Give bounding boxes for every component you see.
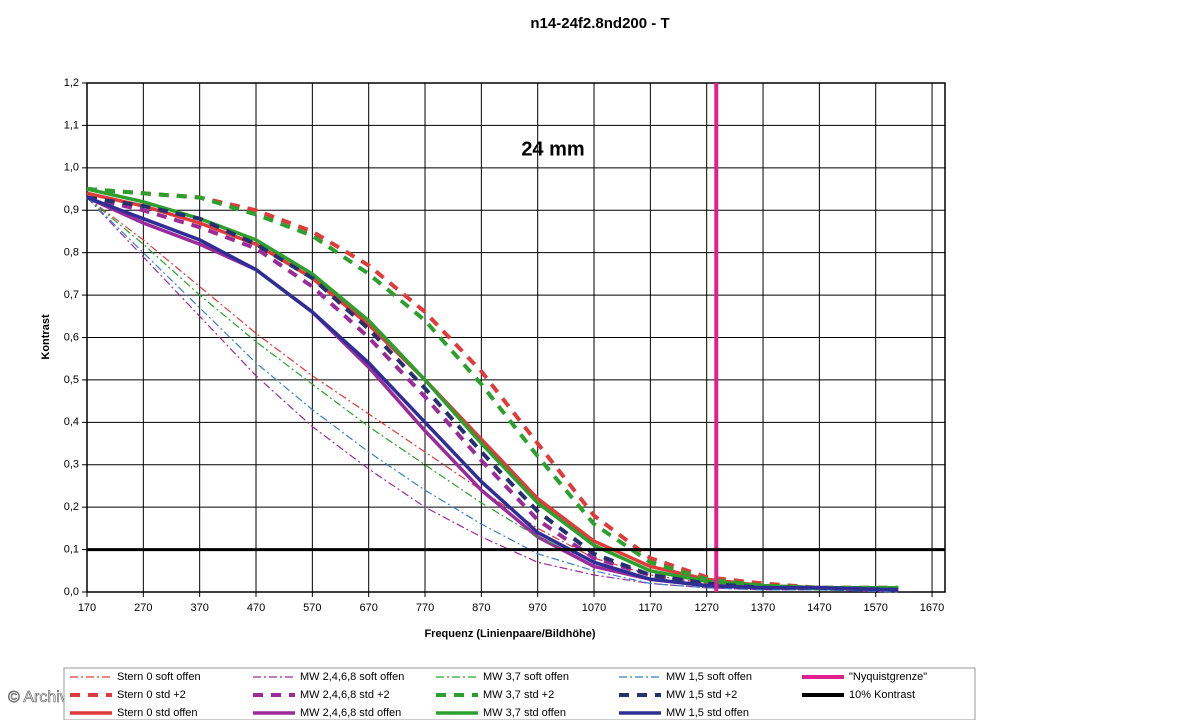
legend-label: MW 1,5 std +2 [666, 689, 737, 701]
legend-label: 10% Kontrast [849, 689, 915, 701]
y-tick-label: 0,6 [64, 331, 79, 343]
y-axis-label: Kontrast [40, 314, 52, 360]
series-line [86, 195, 899, 592]
legend-label: MW 1,5 soft offen [666, 671, 752, 683]
legend-label: MW 3,7 std +2 [483, 689, 554, 701]
x-tick-label: 1070 [582, 602, 606, 614]
chart-title: n14-24f2.8nd200 - T [530, 15, 669, 32]
series-line [86, 195, 899, 592]
legend-label: MW 2,4,6,8 std +2 [300, 689, 390, 701]
x-tick-label: 770 [416, 602, 434, 614]
legend-label: MW 2,4,6,8 soft offen [300, 671, 404, 683]
y-tick-label: 0,5 [64, 374, 79, 386]
series-line [86, 195, 899, 592]
x-tick-label: 670 [360, 602, 378, 614]
legend-label: Stern 0 std offen [117, 707, 198, 719]
legend-label: MW 2,4,6,8 std offen [300, 707, 401, 719]
legend-label: MW 1,5 std offen [666, 707, 749, 719]
x-tick-label: 1670 [920, 602, 944, 614]
annotation: 24 mm [521, 138, 584, 160]
y-tick-label: 0,1 [64, 543, 79, 555]
x-tick-label: 1170 [639, 602, 663, 614]
x-tick-label: 1270 [694, 602, 718, 614]
x-tick-label: 170 [78, 602, 96, 614]
x-tick-label: 470 [247, 602, 265, 614]
x-tick-label: 370 [190, 602, 208, 614]
y-tick-label: 1,2 [64, 77, 79, 89]
legend-label: MW 3,7 soft offen [483, 671, 569, 683]
y-tick-label: 0,0 [64, 586, 79, 598]
x-tick-label: 570 [303, 602, 321, 614]
series-line [86, 197, 899, 593]
x-tick-label: 270 [134, 602, 152, 614]
y-tick-label: 0,9 [64, 204, 79, 216]
legend-label: Stern 0 std +2 [117, 689, 186, 701]
watermark: © Archiv [8, 689, 68, 706]
y-tick-label: 0,8 [64, 247, 79, 259]
y-tick-label: 0,2 [64, 501, 79, 513]
legend-label: Stern 0 soft offen [117, 671, 201, 683]
x-tick-label: 1370 [751, 602, 775, 614]
plot-frame [86, 82, 946, 593]
series-line [86, 197, 899, 593]
legend-label: "Nyquistgrenze" [849, 671, 927, 683]
x-tick-label: 970 [529, 602, 547, 614]
x-tick-label: 1570 [863, 602, 887, 614]
series-line [86, 195, 899, 592]
x-tick-label: 1470 [807, 602, 831, 614]
series-line [86, 197, 899, 591]
series-line [86, 187, 899, 590]
series-line [86, 197, 899, 591]
y-tick-label: 1,0 [64, 162, 79, 174]
y-tick-label: 1,1 [64, 119, 79, 131]
legend-label: MW 3,7 std offen [483, 707, 566, 719]
x-axis-label: Frequenz (Linienpaare/Bildhöhe) [424, 628, 595, 640]
y-tick-label: 0,4 [64, 416, 79, 428]
y-tick-label: 0,7 [64, 289, 79, 301]
x-tick-label: 870 [472, 602, 490, 614]
y-tick-label: 0,3 [64, 459, 79, 471]
